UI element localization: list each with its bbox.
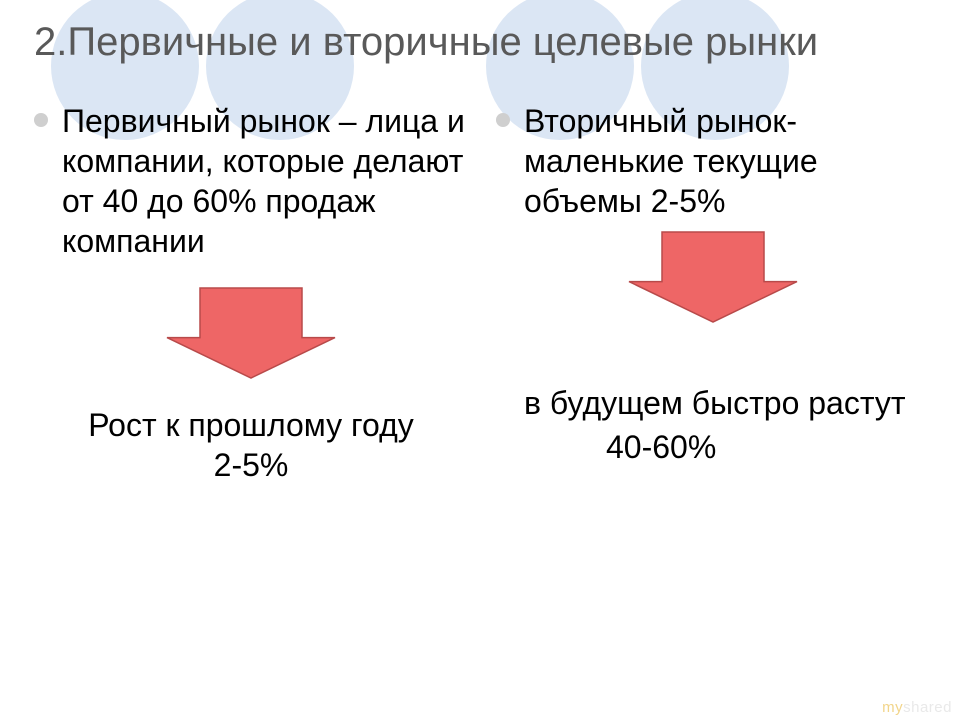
- right-bullet-text: Вторичный рынок- маленькие текущие объем…: [524, 101, 930, 221]
- left-bullet-text: Первичный рынок – лица и компании, котор…: [62, 101, 468, 261]
- left-arrow-wrap: [34, 287, 468, 379]
- down-arrow-icon: [166, 287, 336, 379]
- watermark-shared: shared: [903, 699, 952, 716]
- columns: Первичный рынок – лица и компании, котор…: [34, 101, 930, 485]
- right-arrow-wrap: [496, 231, 930, 323]
- left-bullet: Первичный рынок – лица и компании, котор…: [34, 101, 468, 261]
- slide: 2.Первичные и вторичные целевые рынки Пе…: [0, 0, 960, 720]
- down-arrow-icon: [628, 231, 798, 323]
- watermark: myshared: [882, 699, 952, 716]
- left-bottom-line2: 2-5%: [34, 445, 468, 485]
- bullet-icon: [34, 113, 48, 127]
- watermark-my: my: [882, 699, 903, 716]
- right-column: Вторичный рынок- маленькие текущие объем…: [496, 101, 930, 485]
- left-bottom-line1: Рост к прошлому году: [34, 405, 468, 445]
- left-column: Первичный рынок – лица и компании, котор…: [34, 101, 468, 485]
- right-bottom-line1: в будущем быстро растут: [496, 383, 930, 423]
- slide-title: 2.Первичные и вторичные целевые рынки: [34, 18, 930, 67]
- right-bottom-line2: 40-60%: [496, 427, 930, 467]
- bullet-icon: [496, 113, 510, 127]
- right-bullet: Вторичный рынок- маленькие текущие объем…: [496, 101, 930, 221]
